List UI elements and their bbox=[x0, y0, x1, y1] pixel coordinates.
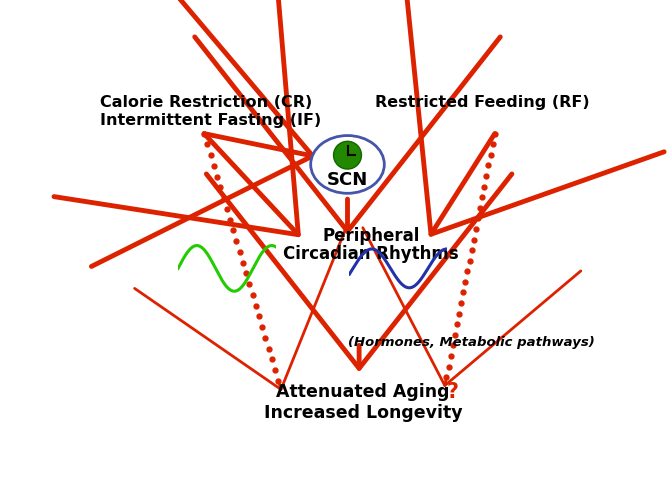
Text: Restricted Feeding (RF): Restricted Feeding (RF) bbox=[375, 95, 589, 110]
Circle shape bbox=[333, 141, 362, 169]
Text: (Hormones, Metabolic pathways): (Hormones, Metabolic pathways) bbox=[347, 336, 594, 349]
Ellipse shape bbox=[310, 136, 384, 194]
Text: Calorie Restriction (CR): Calorie Restriction (CR) bbox=[99, 95, 312, 110]
Text: Circadian Rhythms: Circadian Rhythms bbox=[283, 245, 458, 263]
Text: Intermittent Fasting (IF): Intermittent Fasting (IF) bbox=[99, 113, 321, 128]
Text: Increased Longevity: Increased Longevity bbox=[263, 404, 462, 422]
Text: ?: ? bbox=[446, 382, 458, 402]
Text: Attenuated Aging: Attenuated Aging bbox=[276, 383, 450, 401]
Text: Peripheral: Peripheral bbox=[322, 227, 419, 245]
Text: SCN: SCN bbox=[327, 171, 368, 189]
